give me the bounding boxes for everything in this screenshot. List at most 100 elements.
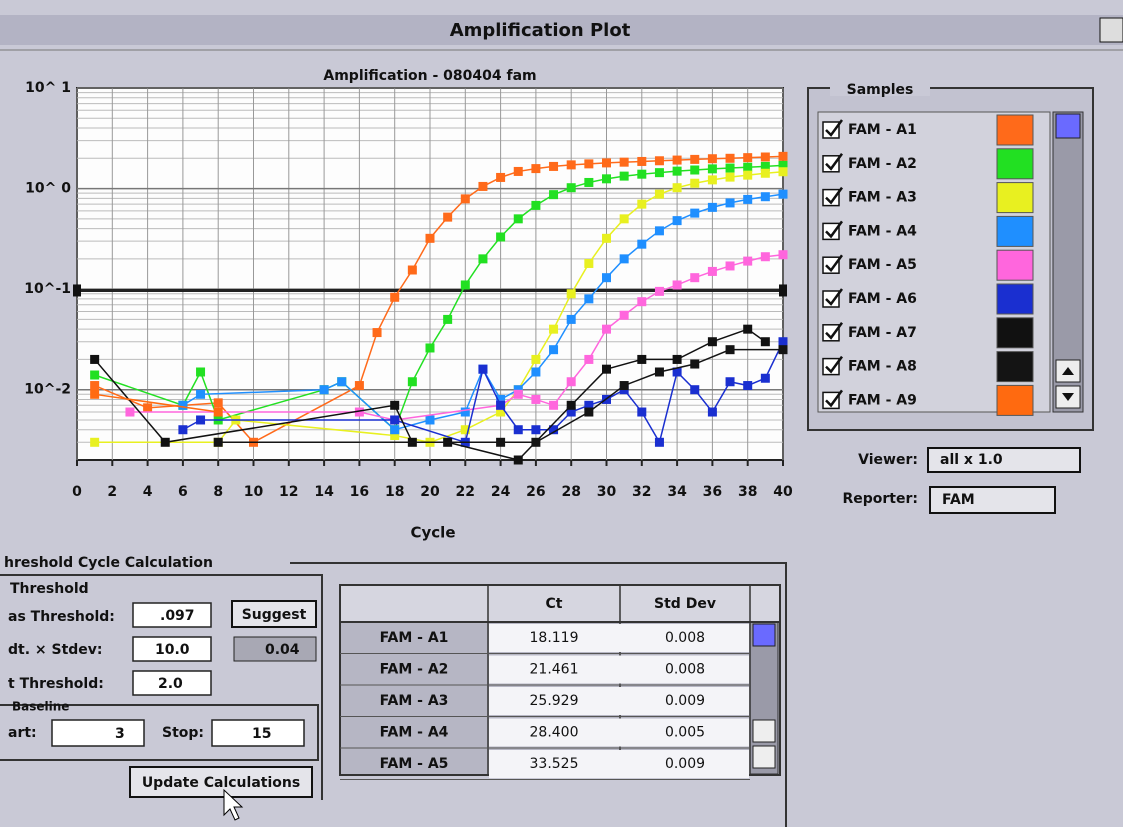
sample-swatch[interactable] [997,250,1033,280]
data-point [531,438,540,447]
data-point [637,200,646,209]
data-point [178,401,187,410]
data-point [655,226,664,235]
x-tick-label: 2 [107,484,117,500]
x-tick-label: 12 [279,484,298,500]
table-cell: 33.525 [530,756,579,772]
data-point [355,381,364,390]
reporter-value: FAM [942,492,975,508]
data-point [708,175,717,184]
data-point [637,408,646,417]
data-point [761,374,770,383]
data-point [514,214,523,223]
data-point [743,153,752,162]
ct-table: CtStd DevFAM - A118.1190.008FAM - A221.4… [340,585,780,780]
data-point [690,360,699,369]
data-point [620,172,629,181]
x-tick-label: 20 [420,484,440,500]
sample-swatch[interactable] [997,284,1033,314]
data-point [655,190,664,199]
x-tick-label: 14 [314,484,334,500]
x-tick-label: 6 [178,484,188,500]
cell-bg [489,750,749,778]
scroll-thumb[interactable] [1056,114,1080,138]
data-point [390,425,399,434]
data-point [567,183,576,192]
data-point [461,408,470,417]
sample-swatch[interactable] [997,352,1033,382]
sample-swatch[interactable] [997,385,1033,415]
data-point [461,194,470,203]
data-point [196,390,205,399]
data-point [567,315,576,324]
column-header: Ct [546,596,563,612]
data-point [90,390,99,399]
table-cell: FAM - A4 [380,725,449,741]
data-point [531,367,540,376]
data-point [214,408,223,417]
data-point [655,367,664,376]
start-value: 3 [115,726,125,742]
x-tick-label: 32 [632,484,651,500]
table-down[interactable] [753,746,775,768]
table-thumb[interactable] [753,624,775,646]
data-point [761,169,770,178]
data-point [726,173,735,182]
data-point [779,250,788,259]
sample-name: FAM - A6 [848,291,917,307]
threshold-handle[interactable] [779,284,787,296]
data-point [531,164,540,173]
sample-name: FAM - A9 [848,392,917,408]
reporter-label: Reporter: [842,491,918,507]
data-point [214,438,223,447]
sample-swatch[interactable] [997,318,1033,348]
y-tick-label: 10^ 1 [25,80,71,96]
data-point [196,367,205,376]
data-point [178,425,187,434]
data-point [673,167,682,176]
sample-name: FAM - A2 [848,156,917,172]
data-point [125,408,134,417]
sample-name: FAM - A1 [848,122,917,138]
data-point [549,190,558,199]
data-point [602,174,611,183]
sample-swatch[interactable] [997,216,1033,246]
data-point [620,214,629,223]
data-point [602,273,611,282]
data-point [320,385,329,394]
sample-swatch[interactable] [997,149,1033,179]
table-cell: 21.461 [530,662,579,678]
sample-swatch[interactable] [997,115,1033,145]
calc-title: hreshold Cycle Calculation [4,555,213,571]
table-up[interactable] [753,720,775,742]
threshold-handle[interactable] [73,284,81,296]
ct-value: 2.0 [158,676,183,692]
data-point [531,425,540,434]
data-point [567,401,576,410]
data-point [514,390,523,399]
table-cell: 0.009 [665,693,705,709]
cell-bg [489,656,749,684]
data-point [443,213,452,222]
data-point [620,158,629,167]
x-tick-label: 18 [385,484,404,500]
data-point [567,377,576,386]
y-tick-label: 10^-1 [24,281,71,297]
mult-result: 0.04 [265,642,300,658]
data-point [426,415,435,424]
start-field[interactable] [52,720,144,746]
x-tick-label: 34 [667,484,687,500]
sample-name: FAM - A8 [848,359,917,375]
data-point [531,201,540,210]
zoom-box[interactable] [1100,18,1123,42]
screen: Amplification Plot Amplification - 08040… [0,0,1123,827]
x-tick-label: 22 [456,484,475,500]
viewer-label: Viewer: [858,452,918,468]
mult-label: dt. × Stdev: [8,642,103,658]
table-cell: 0.008 [665,630,705,646]
sample-swatch[interactable] [997,183,1033,213]
samples-title: Samples [847,82,914,98]
baseline-group: Baseline [12,700,69,714]
data-point [549,162,558,171]
data-point [726,377,735,386]
